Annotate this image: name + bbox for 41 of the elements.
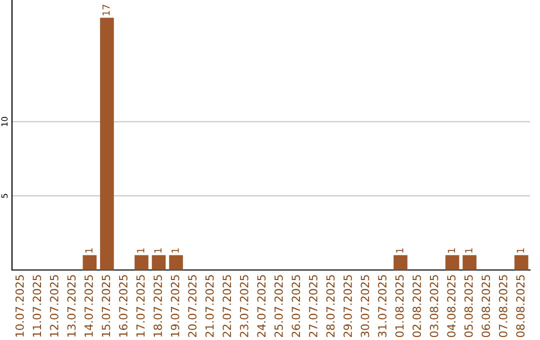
y-tick-label: 10 [1, 116, 8, 126]
x-tick-label: 07.08.2025 [498, 275, 508, 338]
x-tick-label: 21.07.2025 [205, 275, 214, 337]
data-label: 1 [396, 248, 404, 253]
data-label: 1 [172, 248, 179, 253]
x-tick-label: 11.07.2025 [32, 275, 42, 337]
x-tick-label: 01.08.2025 [395, 275, 404, 338]
data-label: 1 [465, 248, 472, 253]
x-tick-label: 20.07.2025 [188, 275, 197, 337]
x-tick-label: 19.07.2025 [170, 275, 180, 337]
data-label: 17 [102, 4, 110, 16]
y-tick-label: 5 [1, 194, 8, 198]
x-tick-label: 08.08.2025 [516, 275, 525, 338]
data-label: 1 [516, 248, 524, 253]
data-label: 1 [448, 248, 455, 253]
x-tick-label: 12.07.2025 [50, 275, 58, 337]
x-tick-label: 16.07.2025 [119, 275, 128, 337]
x-tick-label: 26.07.2025 [292, 275, 300, 337]
data-label: 1 [85, 248, 92, 253]
x-tick-label: 24.07.2025 [257, 275, 266, 337]
x-tick-label: 05.08.2025 [464, 275, 473, 338]
x-tick-label: 25.07.2025 [274, 275, 283, 337]
data-label: 1 [137, 248, 144, 253]
x-tick-label: 28.07.2025 [326, 275, 335, 337]
x-tick-label: 22.07.2025 [222, 275, 232, 337]
x-tick-label: 10.07.2025 [15, 275, 24, 337]
x-tick-label: 29.07.2025 [344, 275, 352, 337]
x-tick-label: 04.08.2025 [447, 275, 456, 338]
x-tick-label: 23.07.2025 [240, 275, 248, 337]
x-tick-label: 30.07.2025 [360, 275, 370, 337]
x-tick-label: 17.07.2025 [136, 275, 145, 337]
x-tick-label: 31.07.2025 [378, 275, 386, 337]
x-tick-label: 27.07.2025 [308, 275, 318, 337]
x-tick-label: 06.08.2025 [482, 275, 490, 338]
data-label: 1 [154, 248, 162, 253]
x-tick-label: 13.07.2025 [67, 275, 76, 337]
x-tick-label: 18.07.2025 [154, 275, 162, 337]
x-tick-label: 15.07.2025 [102, 275, 110, 337]
x-tick-label: 02.08.2025 [412, 275, 421, 338]
x-tick-label: 03.08.2025 [430, 275, 438, 338]
x-tick-label: 14.07.2025 [84, 275, 93, 337]
